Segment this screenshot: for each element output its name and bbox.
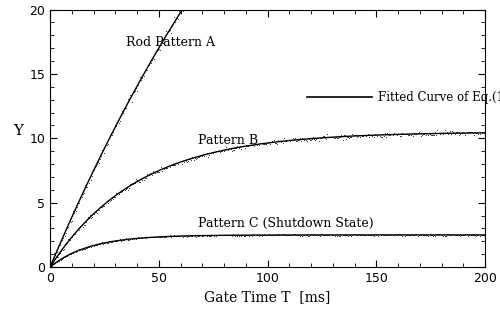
Text: Pattern B: Pattern B [198,134,258,147]
X-axis label: Gate Time T  [ms]: Gate Time T [ms] [204,291,330,305]
Text: Rod Pattern A: Rod Pattern A [126,36,215,49]
Text: Pattern C (Shutdown State): Pattern C (Shutdown State) [198,217,374,230]
Y-axis label: Y: Y [13,124,23,138]
Text: Fitted Curve of Eq.(1): Fitted Curve of Eq.(1) [378,91,500,104]
